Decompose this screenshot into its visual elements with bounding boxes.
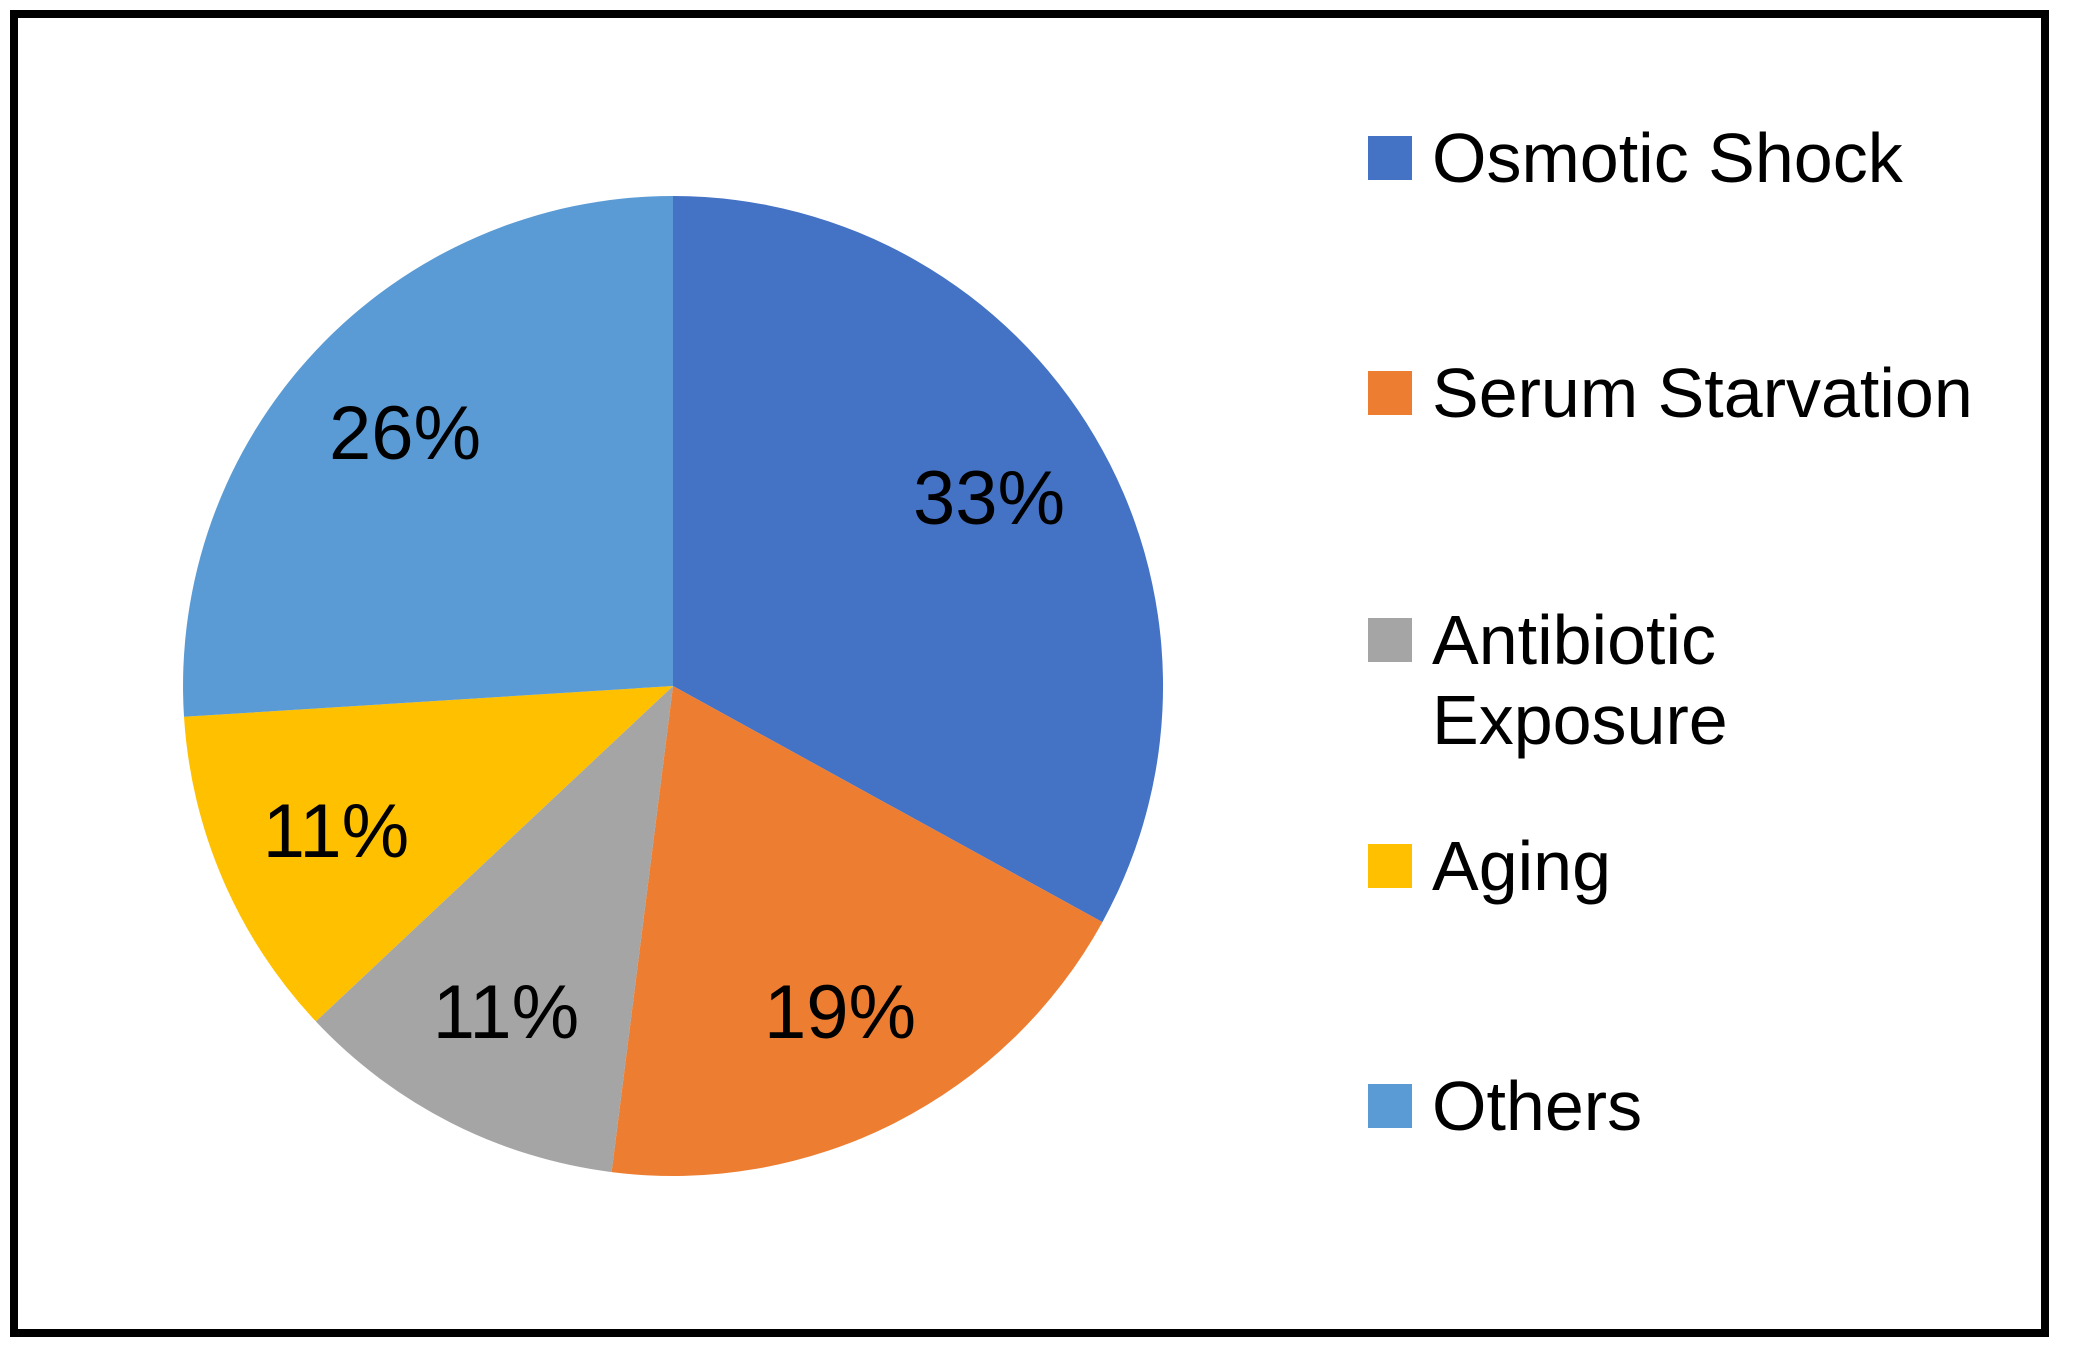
pie-slice-osmotic-shock xyxy=(673,196,1164,923)
legend-label-others: Others xyxy=(1432,1067,1643,1145)
pie-slice-aging xyxy=(184,686,673,1022)
legend-item-aging: Aging xyxy=(1368,826,1611,906)
legend-swatch-antibiotic-exposure-icon xyxy=(1368,618,1412,662)
legend-label-serum-starvation: Serum Starvation xyxy=(1432,354,1973,432)
pie-slice-percent-label: 11% xyxy=(262,789,410,874)
legend-label-osmotic-shock: Osmotic Shock xyxy=(1432,119,1903,197)
pie-slice-percent-label: 11% xyxy=(432,970,580,1055)
pie-slice-percent-label: 26% xyxy=(328,391,482,476)
pie-slice-serum-starvation xyxy=(611,686,1103,1176)
legend-swatch-others-icon xyxy=(1368,1084,1412,1128)
legend-swatch-serum-starvation-icon xyxy=(1368,371,1412,415)
legend-item-others: Others xyxy=(1368,1066,1642,1146)
legend-item-antibiotic-exposure: Antibiotic Exposure xyxy=(1368,600,1862,760)
legend: Osmotic Shock Serum Starvation Antibioti… xyxy=(1368,0,2048,1363)
legend-label-aging: Aging xyxy=(1432,827,1612,905)
legend-label-antibiotic-exposure: Antibiotic Exposure xyxy=(1432,601,1728,759)
legend-item-osmotic-shock: Osmotic Shock xyxy=(1368,118,1903,198)
pie-slice-percent-label: 33% xyxy=(912,456,1066,541)
legend-swatch-osmotic-shock-icon xyxy=(1368,136,1412,180)
pie-slice-antibiotic-exposure xyxy=(315,686,673,1173)
legend-swatch-aging-icon xyxy=(1368,844,1412,888)
legend-item-serum-starvation: Serum Starvation xyxy=(1368,353,1973,433)
pie-slice-percent-label: 19% xyxy=(763,970,917,1055)
pie-slice-others xyxy=(183,196,673,717)
